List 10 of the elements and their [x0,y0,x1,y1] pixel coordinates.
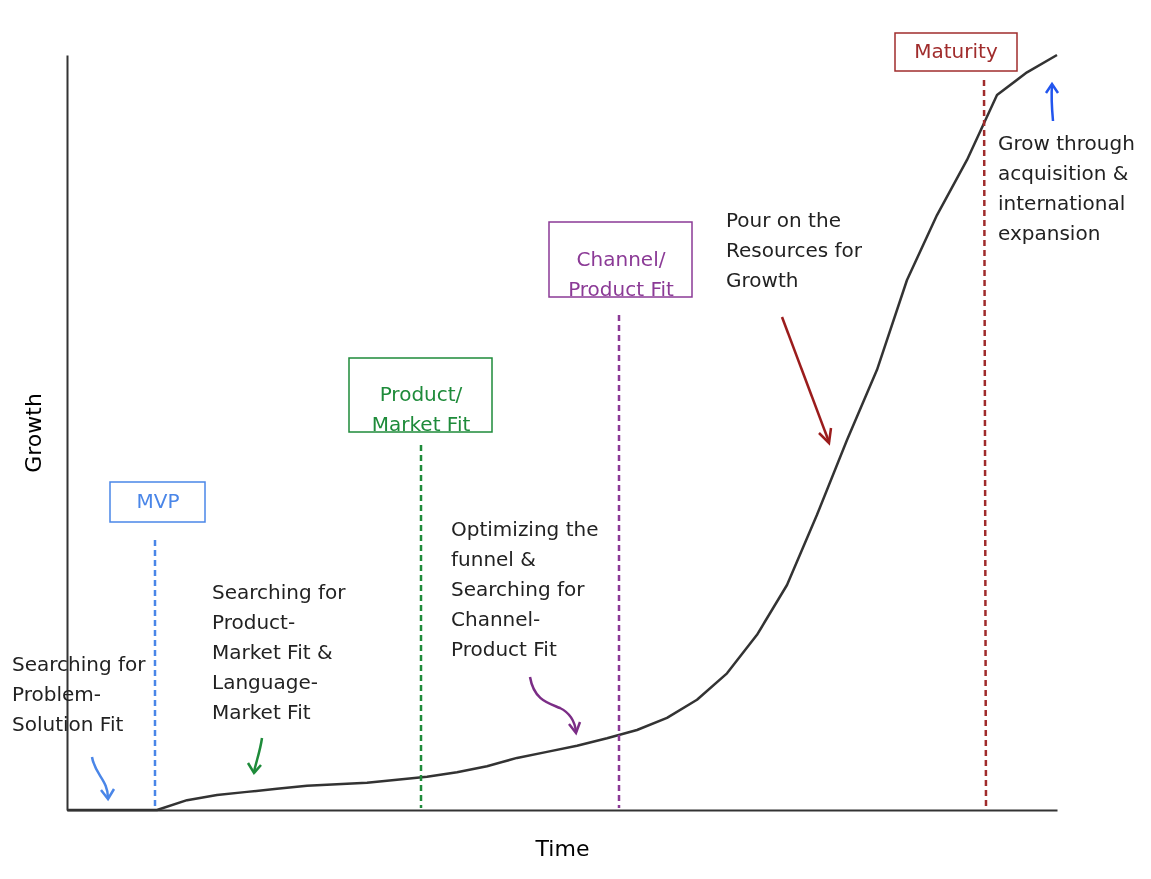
annotation: Searching for Product- Market Fit & Language- Market Fit [212,580,347,724]
annotation: Channel/ Product Fit [568,247,675,301]
annotation: Grow through acquisition & international expansion [998,131,1135,245]
annotation: Product/ Market Fit [371,382,471,436]
annotation: MVP [136,489,180,513]
annotation: Pour on the Resources for Growth [726,208,863,292]
annotation: Optimizing the funnel & Searching for Channel- Product Fit [451,517,599,661]
y-axis-title: Growth [20,393,46,473]
annotation: Maturity [914,39,998,63]
x-axis-title: Time [534,835,590,861]
